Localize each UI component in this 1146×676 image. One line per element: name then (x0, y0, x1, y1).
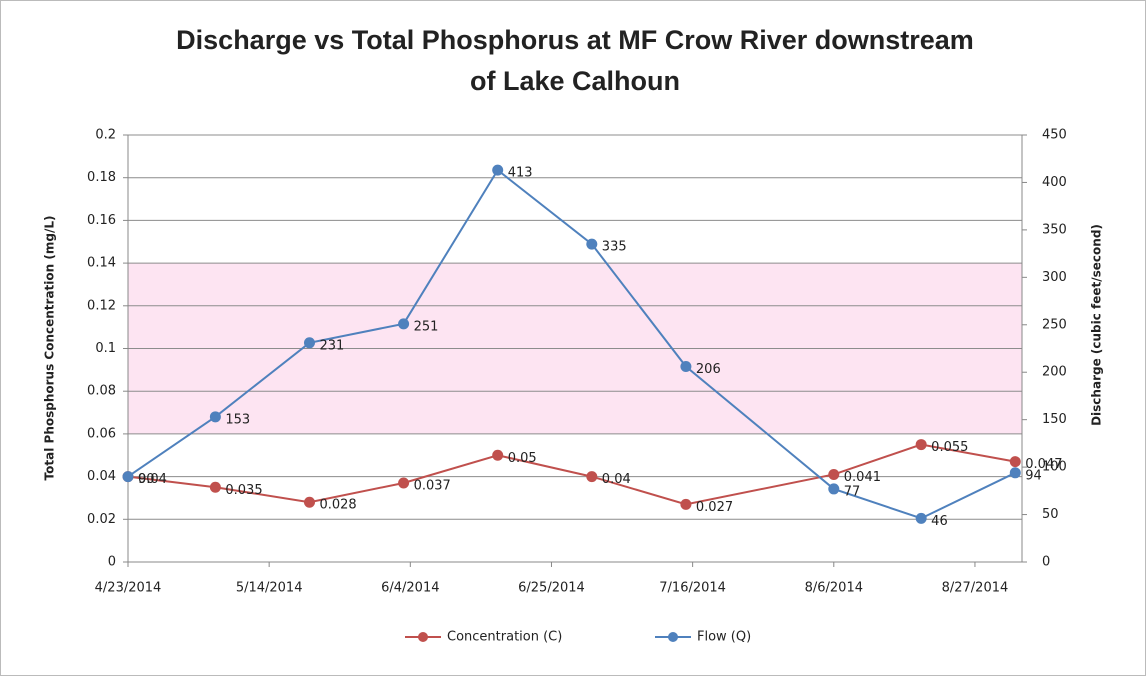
data-point (915, 512, 927, 524)
data-point (586, 471, 598, 483)
data-point (1009, 467, 1021, 479)
y2-tick-label: 100 (1042, 460, 1067, 475)
y-tick-label: 0.06 (87, 426, 116, 441)
x-tick-label: 6/25/2014 (518, 581, 585, 596)
y2-tick-label: 150 (1042, 412, 1067, 427)
y-tick-label: 0.18 (87, 170, 116, 185)
data-point (209, 411, 221, 423)
data-label: 0.037 (414, 479, 451, 494)
data-label: 335 (602, 240, 627, 255)
data-point (828, 483, 840, 495)
legend-label: Flow (Q) (697, 630, 751, 645)
data-label: 0.027 (696, 500, 733, 515)
x-tick-label: 8/27/2014 (942, 581, 1009, 596)
y2-tick-label: 250 (1042, 317, 1067, 332)
legend-marker (668, 632, 678, 642)
data-label: 413 (508, 166, 533, 181)
data-point (680, 498, 692, 510)
y2-tick-label: 350 (1042, 222, 1067, 237)
y2-tick-label: 400 (1042, 175, 1067, 190)
data-label: 0.035 (225, 483, 262, 498)
x-tick-label: 6/4/2014 (381, 581, 439, 596)
y-tick-label: 0.14 (87, 256, 116, 271)
chart-title: Discharge vs Total Phosphorus at MF Crow… (176, 25, 974, 55)
y2-tick-label: 50 (1042, 507, 1059, 522)
y-tick-label: 0.08 (87, 384, 116, 399)
data-label: 77 (844, 484, 861, 499)
y-tick-label: 0 (108, 555, 116, 570)
data-label: 94 (1025, 468, 1042, 483)
data-label: 0.041 (844, 470, 881, 485)
y-tick-label: 0.12 (87, 298, 116, 313)
data-label: 0.04 (138, 472, 167, 487)
y2-axis-label: Discharge (cubic feet/second) (1090, 224, 1104, 426)
data-point (492, 449, 504, 461)
data-point (1009, 456, 1021, 468)
data-point (398, 318, 410, 330)
data-point (915, 439, 927, 451)
y-tick-label: 0.02 (87, 512, 116, 527)
data-label: 231 (319, 338, 344, 353)
data-point (586, 238, 598, 250)
y-tick-label: 0.04 (87, 469, 116, 484)
data-point (209, 481, 221, 493)
series-line (127, 443, 1016, 506)
y-tick-label: 0.1 (95, 341, 116, 356)
y2-tick-label: 450 (1042, 128, 1067, 143)
data-label: 0.055 (931, 440, 968, 455)
data-point (303, 496, 315, 508)
data-point (303, 337, 315, 349)
x-tick-label: 4/23/2014 (95, 581, 162, 596)
x-tick-label: 8/6/2014 (805, 581, 863, 596)
data-label: 0.047 (1025, 457, 1062, 472)
data-label: 0.05 (508, 451, 537, 466)
series-line (127, 168, 1016, 520)
data-label: 206 (696, 362, 721, 377)
data-point (122, 471, 134, 483)
x-tick-label: 5/14/2014 (236, 581, 303, 596)
y2-tick-label: 300 (1042, 270, 1067, 285)
data-point (828, 468, 840, 480)
y-tick-label: 0.2 (95, 128, 116, 143)
data-label: 90 (138, 472, 155, 487)
y2-tick-label: 0 (1042, 555, 1050, 570)
y2-tick-label: 200 (1042, 365, 1067, 380)
y-tick-label: 0.16 (87, 213, 116, 228)
x-tick-label: 7/16/2014 (659, 581, 726, 596)
data-label: 46 (931, 514, 948, 529)
data-label: 0.028 (319, 498, 356, 513)
y-axis-label: Total Phosphorus Concentration (mg/L) (43, 216, 57, 481)
data-label: 0.04 (602, 472, 631, 487)
legend-label: Concentration (C) (447, 630, 562, 645)
data-point (680, 361, 692, 373)
data-point (492, 164, 504, 176)
chart-title: of Lake Calhoun (470, 66, 680, 96)
data-label: 251 (414, 319, 439, 334)
legend-marker (418, 632, 428, 642)
data-label: 153 (225, 412, 250, 427)
data-point (398, 477, 410, 489)
